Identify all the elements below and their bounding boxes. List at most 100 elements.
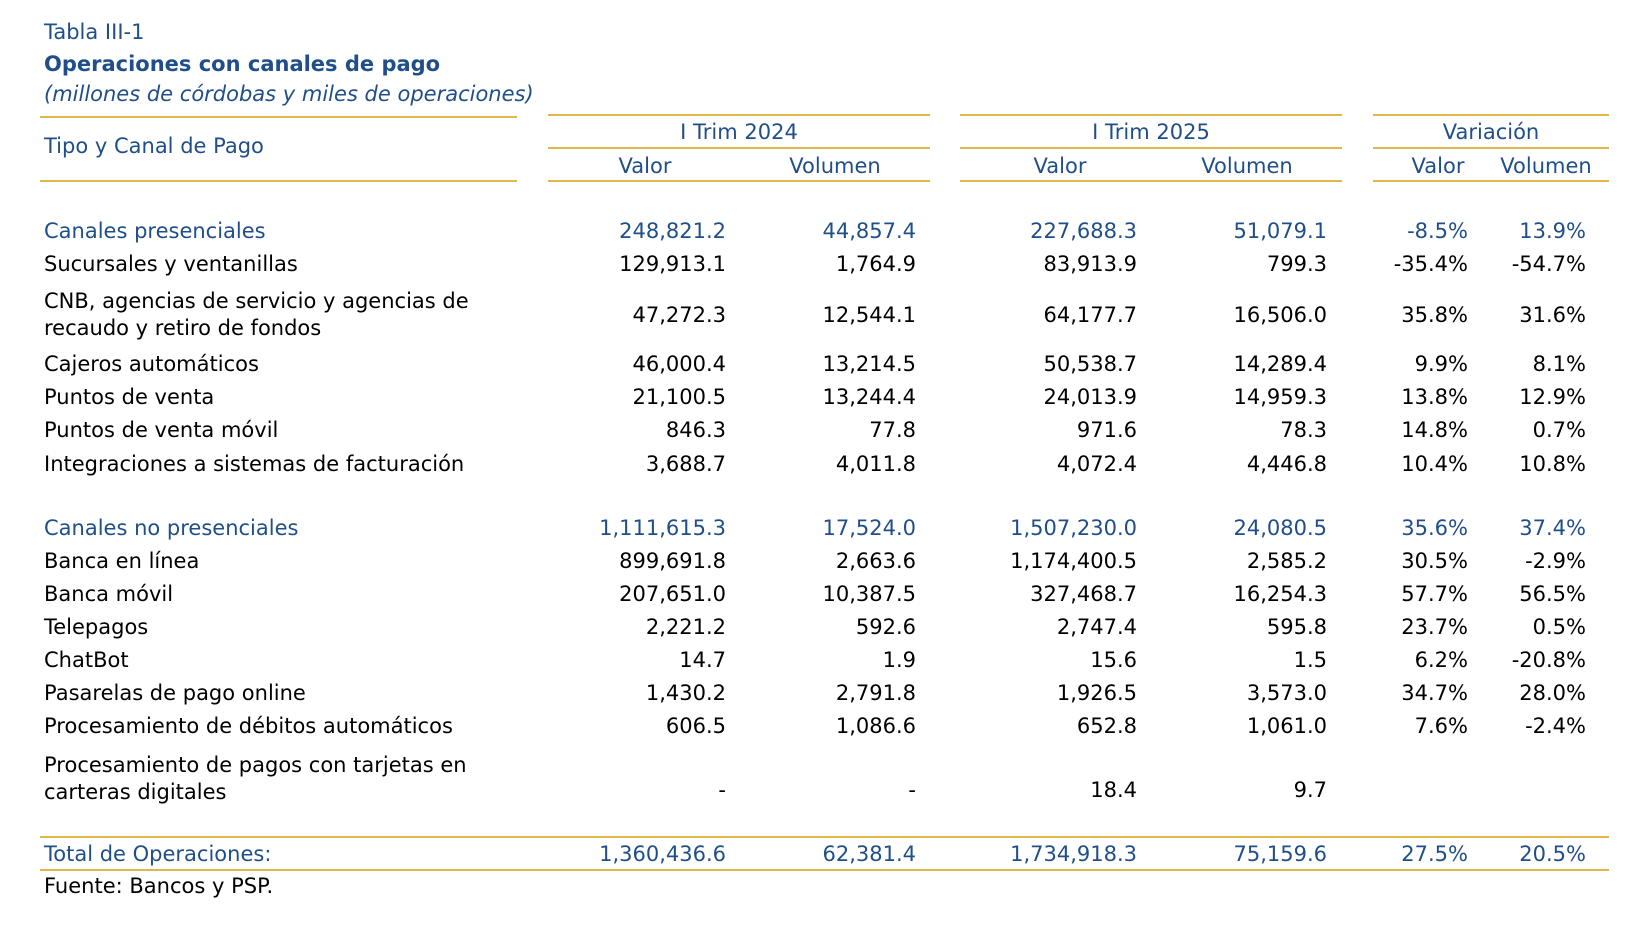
cell-valor-variacion: -35.4% [1393,252,1468,276]
cell-valor-2025: 1,926.5 [1056,681,1137,705]
cell-valor-variacion: 27.5% [1401,842,1468,866]
table-caption: Tabla III-1 [44,20,145,44]
cell-valor-variacion: 23.7% [1401,615,1468,639]
cell-volumen-2025: 78.3 [1280,418,1327,442]
cell-valor-2024: 2,221.2 [645,615,726,639]
cell-volumen-2025: 3,573.0 [1246,681,1327,705]
cell-volumen-variacion: 28.0% [1519,681,1586,705]
cell-volumen-2024: 1,764.9 [835,252,916,276]
cell-valor-variacion: 6.2% [1414,648,1468,672]
cell-valor-2025: 227,688.3 [1030,219,1137,243]
row-label: Telepagos [44,615,149,639]
rule-total-top [40,836,1609,838]
cell-volumen-variacion: -2.4% [1525,714,1586,738]
cell-valor-2024: 207,651.0 [619,582,726,606]
cell-valor-2024: 47,272.3 [632,303,726,327]
group-header-2025: I Trim 2025 [1092,120,1210,144]
row-label: Pasarelas de pago online [44,681,306,705]
cell-valor-2025: 1,734,918.3 [1010,842,1137,866]
total-label: Total de Operaciones: [44,842,272,866]
cell-volumen-2024: 44,857.4 [822,219,916,243]
cell-volumen-2025: 9.7 [1293,778,1327,802]
rule-head-2025 [960,180,1342,182]
group-header-variacion: Variación [1442,120,1540,144]
rule-head-label [40,180,517,182]
cell-volumen-2024: 2,791.8 [835,681,916,705]
cell-valor-2024: 899,691.8 [619,549,726,573]
cell-volumen-2025: 4,446.8 [1246,452,1327,476]
cell-volumen-variacion: 8.1% [1532,352,1586,376]
row-label: Cajeros automáticos [44,352,259,376]
cell-valor-2024: 3,688.7 [645,452,726,476]
cell-valor-2025: 15.6 [1090,648,1137,672]
cell-valor-variacion: 57.7% [1401,582,1468,606]
cell-volumen-2024: 1.9 [882,648,916,672]
cell-volumen-variacion: 12.9% [1519,385,1586,409]
row-label: Puntos de venta móvil [44,418,279,442]
rule-top-2024 [548,114,930,116]
rule-head-variacion [1373,180,1609,182]
cell-valor-2025: 4,072.4 [1056,452,1137,476]
cell-valor-variacion: 35.6% [1401,516,1468,540]
cell-volumen-variacion: 0.5% [1532,615,1586,639]
cell-valor-2025: 327,468.7 [1030,582,1137,606]
cell-valor-2025: 971.6 [1076,418,1137,442]
cell-valor-2024: 1,360,436.6 [599,842,726,866]
subheader-valor-2025: Valor [1033,154,1087,178]
rule-top-label [40,116,517,118]
cell-valor-2025: 652.8 [1076,714,1137,738]
subheader-volumen-2025: Volumen [1201,154,1293,178]
cell-volumen-2025: 595.8 [1266,615,1327,639]
cell-valor-2024: 46,000.4 [632,352,726,376]
cell-valor-2025: 64,177.7 [1043,303,1137,327]
row-label: Sucursales y ventanillas [44,252,298,276]
cell-volumen-2025: 799.3 [1266,252,1327,276]
cell-valor-2025: 50,538.7 [1043,352,1137,376]
row-label: Canales no presenciales [44,516,299,540]
cell-valor-variacion: 30.5% [1401,549,1468,573]
cell-volumen-2024: 13,214.5 [822,352,916,376]
cell-valor-variacion: 34.7% [1401,681,1468,705]
cell-volumen-variacion: 0.7% [1532,418,1586,442]
cell-valor-2025: 18.4 [1090,778,1137,802]
cell-volumen-2024: 592.6 [855,615,916,639]
rule-head-2024 [548,180,930,182]
source-note: Fuente: Bancos y PSP. [44,874,274,898]
cell-valor-variacion: 14.8% [1401,418,1468,442]
cell-valor-2025: 2,747.4 [1056,615,1137,639]
cell-valor-2024: 248,821.2 [619,219,726,243]
cell-volumen-2025: 51,079.1 [1233,219,1327,243]
row-label: Procesamiento de pagos con tarjetas en c… [44,753,467,804]
cell-volumen-2024: 12,544.1 [822,303,916,327]
cell-valor-2024: 1,111,615.3 [599,516,726,540]
cell-volumen-variacion: -54.7% [1511,252,1586,276]
cell-volumen-2024: 10,387.5 [822,582,916,606]
cell-valor-2025: 83,913.9 [1043,252,1137,276]
row-label-header: Tipo y Canal de Pago [44,134,264,158]
cell-volumen-variacion: 13.9% [1519,219,1586,243]
row-label: Banca móvil [44,582,174,606]
cell-volumen-2025: 2,585.2 [1246,549,1327,573]
cell-volumen-2024: - [908,778,916,802]
cell-valor-variacion: 35.8% [1401,303,1468,327]
cell-volumen-2025: 14,289.4 [1233,352,1327,376]
cell-volumen-2025: 75,159.6 [1233,842,1327,866]
cell-volumen-2024: 1,086.6 [835,714,916,738]
cell-valor-2025: 24,013.9 [1043,385,1137,409]
row-label: Banca en línea [44,549,200,573]
rule-total-bottom [40,869,1609,871]
cell-valor-2025: 1,507,230.0 [1010,516,1137,540]
row-label: CNB, agencias de servicio y agencias de … [44,289,469,340]
cell-volumen-2025: 16,254.3 [1233,582,1327,606]
rule-mid-variacion [1373,147,1609,149]
cell-valor-2025: 1,174,400.5 [1010,549,1137,573]
cell-valor-variacion: 10.4% [1401,452,1468,476]
cell-volumen-variacion: -20.8% [1511,648,1586,672]
row-label: Canales presenciales [44,219,266,243]
rule-mid-2024 [548,147,930,149]
cell-volumen-2024: 13,244.4 [822,385,916,409]
cell-volumen-2024: 4,011.8 [835,452,916,476]
cell-valor-variacion: -8.5% [1407,219,1468,243]
table-subtitle: (millones de córdobas y miles de operaci… [44,82,534,106]
cell-valor-2024: 129,913.1 [619,252,726,276]
